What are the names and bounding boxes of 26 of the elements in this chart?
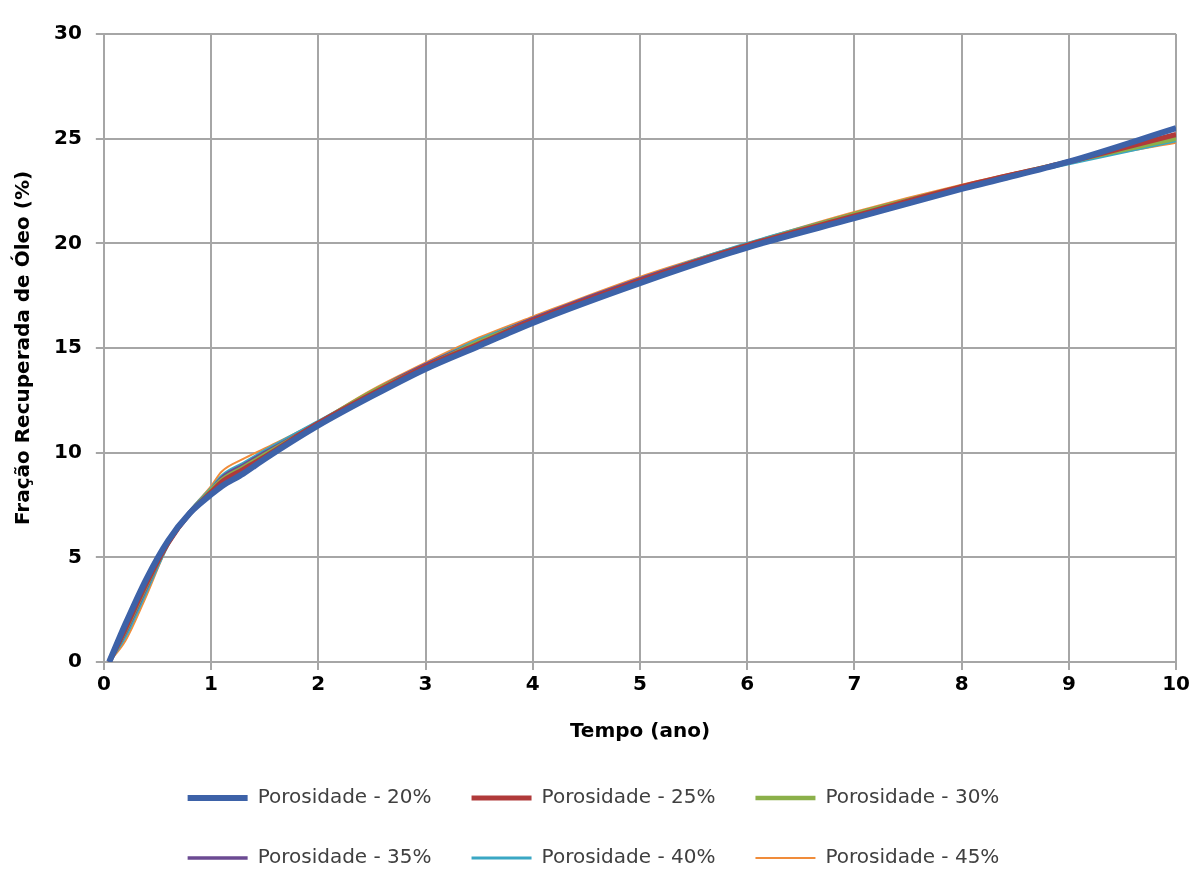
y-tick-label: 5 [67,543,82,568]
legend-label: Porosidade - 35% [257,844,432,869]
x-tick-label: 1 [204,671,219,696]
y-axis-title: Fração Recuperada de Óleo (%) [10,170,35,526]
y-tick-label: 25 [53,124,82,149]
legend-label: Porosidade - 40% [541,844,716,869]
y-tick-label: 30 [53,20,82,45]
legend-label: Porosidade - 20% [257,784,432,809]
legend-label: Porosidade - 30% [825,784,1000,809]
x-tick-label: 3 [418,671,433,696]
x-tick-label: 6 [740,671,755,696]
y-tick-label: 0 [67,648,82,673]
x-tick-label: 0 [96,671,111,696]
x-tick-label: 8 [954,671,969,696]
y-tick-label: 15 [53,334,82,359]
x-tick-label: 2 [311,671,326,696]
y-tick-label: 10 [53,438,82,463]
legend-label: Porosidade - 45% [825,844,1000,869]
x-tick-label: 7 [847,671,862,696]
x-tick-label: 10 [1162,671,1191,696]
x-tick-label: 4 [525,671,540,696]
legend-label: Porosidade - 25% [541,784,716,809]
x-axis-title: Tempo (ano) [569,718,711,743]
x-tick-label: 5 [633,671,647,696]
x-tick-label: 9 [1061,671,1076,696]
y-tick-label: 20 [53,229,82,254]
